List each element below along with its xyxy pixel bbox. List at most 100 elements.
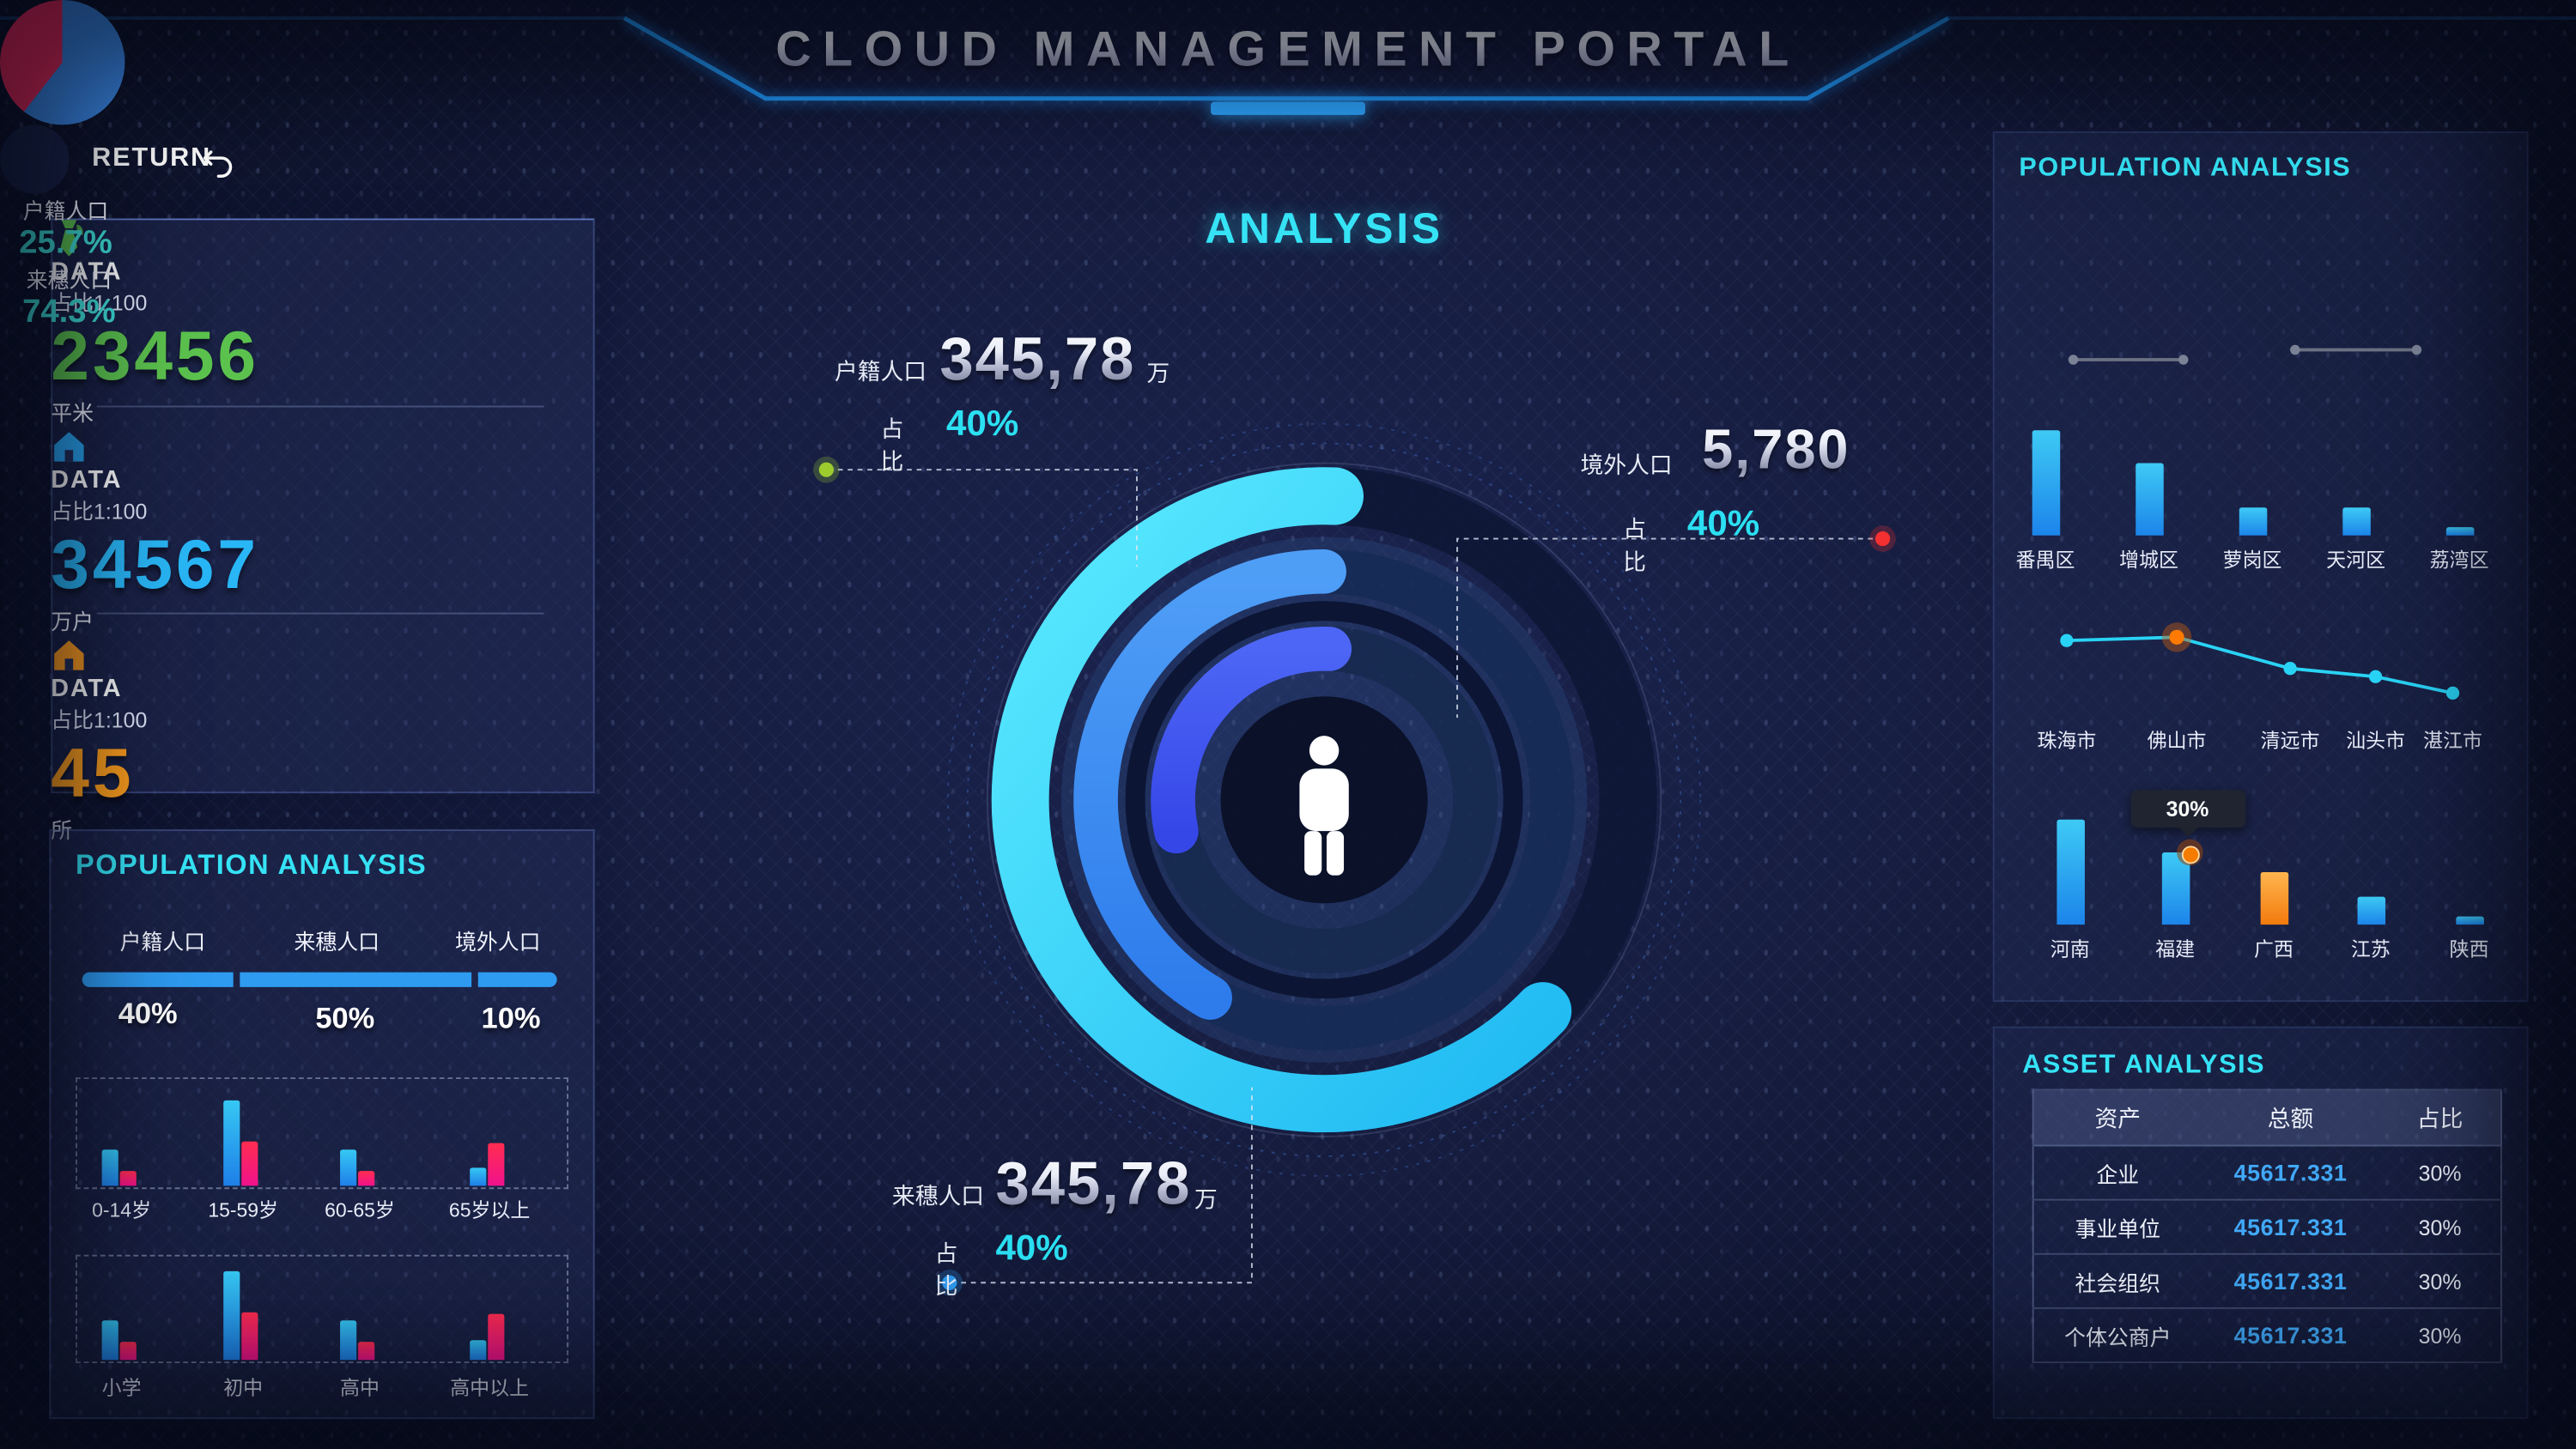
- asset-col-header: 资产: [2032, 1088, 2202, 1147]
- bar-label: 番禺区: [2015, 549, 2075, 572]
- asset-ratio: 30%: [2379, 1252, 2501, 1309]
- deco-circle-thin: [986, 462, 1662, 1137]
- right-population-title: POPULATION ANALYSIS: [2019, 154, 2352, 183]
- portal-title: CLOUD MANAGEMENT PORTAL: [0, 23, 2576, 79]
- bar-广西: [2259, 871, 2288, 925]
- callout-jingwai-ratio-label: 占比: [1623, 515, 1647, 575]
- analysis-title: ANALYSIS: [1205, 203, 1443, 253]
- bar-增城区: [2135, 463, 2163, 536]
- donut-connector-right: [2294, 348, 2417, 352]
- tie-icon: [51, 218, 87, 258]
- group-bar-label: 高中: [340, 1376, 380, 1400]
- callout-jingwai-label: 境外人口: [1580, 452, 1673, 478]
- share-segment: [82, 972, 234, 987]
- group-bar-label: 15-59岁: [208, 1198, 279, 1222]
- bar-label: 荔湾区: [2429, 549, 2489, 572]
- bar-萝岗区: [2238, 507, 2267, 536]
- group-bar-label: 高中以上: [450, 1376, 530, 1400]
- line-label: 清远市: [2260, 729, 2320, 753]
- asset-table: 资产 总额 占比 企业 45617.331 30% 事业单位 45617.331 30% 社会组织…: [2032, 1088, 2502, 1364]
- group-bar-label: 65岁以上: [448, 1198, 531, 1222]
- edu-chart-box: [76, 1254, 568, 1364]
- share-label: 来穗人口: [294, 929, 380, 955]
- population-share-labels: 户籍人口 来穗人口 境外人口: [49, 925, 591, 955]
- stat-ratio: 占比1:100: [51, 707, 148, 733]
- share-label: 境外人口: [454, 929, 541, 955]
- callout-huji-value: 345,78: [939, 324, 1136, 393]
- donut-connector-dot: [2068, 355, 2079, 365]
- share-percent: 40%: [118, 997, 178, 1030]
- callout-laisui-value: 345,78: [995, 1149, 1192, 1217]
- callout-huji-ratio: 40%: [946, 402, 1019, 444]
- bar-marker-dot: [2181, 845, 2200, 864]
- callout-dot: [818, 462, 834, 477]
- callout-huji-label: 户籍人口: [834, 358, 927, 385]
- callout-line-jingwai: [1456, 537, 1874, 718]
- bar-label: 广西: [2253, 937, 2293, 961]
- bar-番禺区: [2031, 430, 2060, 536]
- group-bar-pink: [358, 1342, 375, 1361]
- group-bar-pink: [241, 1312, 258, 1361]
- donut-connector-dot: [2411, 344, 2422, 355]
- group-bar-blue: [101, 1149, 118, 1186]
- group-bar-blue: [223, 1270, 240, 1361]
- stats-panel: [51, 218, 595, 794]
- group-bar-blue: [340, 1149, 357, 1186]
- callout-dot: [1874, 530, 1891, 547]
- asset-panel-title: ASSET ANALYSIS: [2022, 1051, 2266, 1080]
- return-button[interactable]: RETURN: [92, 144, 272, 180]
- group-bar-blue: [223, 1100, 240, 1186]
- line-label: 汕头市: [2346, 729, 2406, 753]
- share-segment: [240, 972, 472, 987]
- asset-total: 45617.331: [2201, 1252, 2380, 1309]
- ring-track-mid: [1073, 549, 1575, 1051]
- ring-arc-cyan: [991, 467, 1572, 1133]
- asset-name: 事业单位: [2032, 1198, 2202, 1255]
- stat-value: 34567: [51, 525, 259, 603]
- asset-col-header: 占比: [2379, 1088, 2501, 1147]
- donut-connector-dot: [2290, 344, 2300, 355]
- share-percent: 50%: [315, 1002, 375, 1035]
- bar-label: 福建: [2155, 937, 2196, 961]
- age-chart-box: [76, 1077, 568, 1190]
- asset-total: 45617.331: [2201, 1198, 2380, 1255]
- share-percent: 10%: [481, 1002, 541, 1035]
- group-bar-blue: [470, 1167, 487, 1186]
- population-share-percents: 40% 50% 10%: [49, 997, 591, 1035]
- bar-tooltip: 30%: [2129, 790, 2245, 838]
- donut-label-laisui: 来穗人口: [26, 267, 112, 293]
- group-bar-pink: [488, 1313, 505, 1361]
- stat-unit: 万户: [51, 609, 94, 634]
- stat-unit: 平米: [51, 400, 94, 426]
- group-bar-pink: [119, 1342, 137, 1361]
- group-bar-pink: [119, 1171, 137, 1186]
- house-icon: [51, 427, 87, 466]
- group-bar-pink: [241, 1141, 258, 1186]
- callout-huji-unit: 万: [1146, 360, 1170, 386]
- line-label: 佛山市: [2147, 729, 2207, 753]
- donut-hole: [0, 124, 70, 194]
- asset-name: 社会组织: [2032, 1252, 2202, 1309]
- group-bar-label: 初中: [223, 1376, 264, 1400]
- stat-value: 45: [51, 734, 135, 812]
- ring-arc-indigo: [1151, 627, 1352, 854]
- deco-circle-dashed-2: [947, 422, 1702, 1177]
- bar-天河区: [2342, 507, 2370, 536]
- donut-ring: [0, 0, 125, 125]
- donut-chart: 户籍人口 25.7% 来穗人口 74.3%: [0, 0, 2422, 365]
- share-segment: [477, 972, 557, 987]
- donut-value-laisui: 74.3%: [22, 294, 116, 330]
- group-bar-pink: [488, 1143, 505, 1186]
- asset-table-row: 事业单位 45617.331 30%: [2032, 1198, 2501, 1255]
- ring-arc-blue: [1073, 549, 1346, 1020]
- asset-ratio: 30%: [2379, 1144, 2501, 1201]
- population-panel-title: POPULATION ANALYSIS: [76, 849, 428, 881]
- ring-track-inner: [1151, 626, 1498, 973]
- asset-name: 企业: [2032, 1144, 2202, 1201]
- stat-value: 23456: [51, 317, 259, 395]
- ring-haze-disc: [1060, 537, 1588, 1063]
- callout-laisui-label: 来穗人口: [891, 1182, 985, 1210]
- stat-ratio: 占比1:100: [51, 290, 148, 316]
- stat-label: DATA: [51, 466, 123, 494]
- line-label: 珠海市: [2037, 729, 2097, 753]
